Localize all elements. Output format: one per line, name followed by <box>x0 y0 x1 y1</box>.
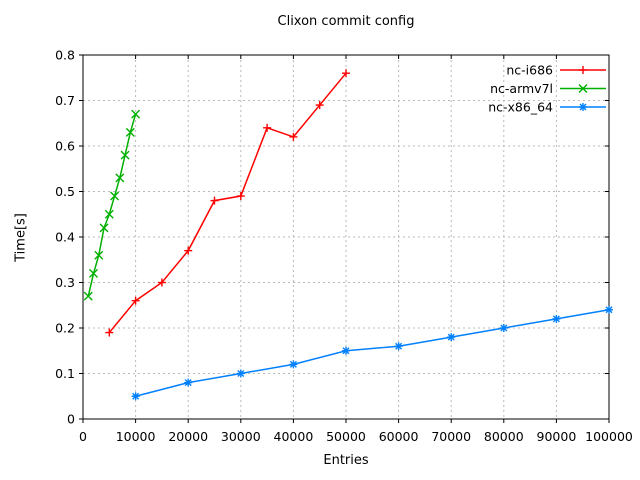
series-line-nc-armv7l <box>87 113 137 297</box>
data-point-marker-nc-x86_64 <box>447 333 455 341</box>
data-point-marker-nc-armv7l <box>115 173 125 183</box>
data-point-marker-nc-x86_64 <box>289 360 297 368</box>
x-tick-label: 60000 <box>379 429 419 444</box>
data-point-marker-nc-armv7l <box>120 150 130 160</box>
x-tick-label: 0 <box>79 429 87 444</box>
y-tick-label: 0 <box>67 412 75 427</box>
x-tick-label: 80000 <box>484 429 524 444</box>
legend-marker-nc-armv7l <box>578 84 588 93</box>
data-point-marker-nc-armv7l <box>104 209 114 219</box>
data-point-marker-nc-armv7l <box>99 223 109 233</box>
y-tick-label: 0.3 <box>55 275 75 290</box>
y-tick-label: 0.7 <box>55 93 75 108</box>
data-point-marker-nc-armv7l <box>131 109 141 119</box>
data-point-marker-nc-x86_64 <box>342 347 350 355</box>
y-tick-label: 0.2 <box>55 321 75 336</box>
y-tick-label: 0.1 <box>55 366 75 381</box>
data-point-marker-nc-armv7l <box>83 291 93 301</box>
series-line-nc-i686 <box>108 72 347 334</box>
y-tick-label: 0.4 <box>55 230 75 245</box>
data-point-marker-nc-x86_64 <box>605 306 613 314</box>
data-point-marker-nc-armv7l <box>94 250 104 260</box>
series-line-nc-x86_64 <box>135 309 610 397</box>
x-axis-title: Entries <box>323 453 369 468</box>
y-tick-label: 0.6 <box>55 139 75 154</box>
legend-label-nc-x86_64: nc-x86_64 <box>488 100 553 115</box>
data-point-marker-nc-x86_64 <box>500 324 508 332</box>
legend-label-nc-armv7l: nc-armv7l <box>490 81 553 96</box>
chart-title: Clixon commit config <box>277 14 415 29</box>
x-tick-label: 50000 <box>326 429 366 444</box>
data-point-marker-nc-x86_64 <box>237 370 245 377</box>
x-tick-label: 100000 <box>585 429 633 444</box>
x-tick-label: 70000 <box>431 429 471 444</box>
data-point-marker-nc-x86_64 <box>132 392 140 400</box>
x-tick-label: 40000 <box>274 429 314 444</box>
legend-label-nc-i686: nc-i686 <box>506 63 553 78</box>
y-tick-label: 0.8 <box>55 48 75 63</box>
x-tick-label: 90000 <box>537 429 577 444</box>
data-point-marker-nc-armv7l <box>89 268 99 278</box>
x-tick-label: 30000 <box>221 429 261 444</box>
y-tick-label: 0.5 <box>55 184 75 199</box>
x-tick-label: 10000 <box>116 429 156 444</box>
legend-marker-nc-x86_64 <box>579 103 587 111</box>
data-point-marker-nc-armv7l <box>125 127 135 137</box>
data-point-marker-nc-x86_64 <box>184 379 192 387</box>
data-point-marker-nc-armv7l <box>110 191 120 201</box>
data-point-marker-nc-x86_64 <box>395 342 403 350</box>
data-point-marker-nc-x86_64 <box>552 315 560 323</box>
x-tick-label: 20000 <box>168 429 208 444</box>
